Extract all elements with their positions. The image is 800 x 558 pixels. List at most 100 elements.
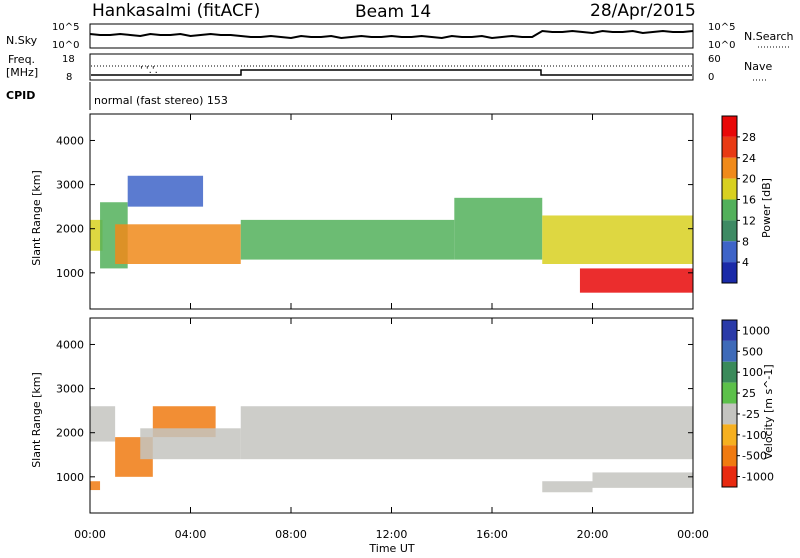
nsky-label: N.Sky [6, 34, 38, 47]
velocity-region-1 [90, 481, 101, 491]
velocity-colorbar-cell-3 [722, 382, 737, 404]
nave-bottom-tick: 0 [708, 72, 714, 83]
velocity-colorbar-cell-5 [722, 424, 737, 446]
velocity-colorbar-label-6: -500 [742, 450, 767, 463]
x-tick-label-4: 16:00 [476, 528, 508, 541]
velocity-data-regions [90, 406, 693, 493]
power-region-4 [240, 219, 455, 260]
velocity-colorbar-label-1: 500 [742, 345, 763, 358]
power-colorbar-cell-0 [722, 116, 737, 137]
power-region-7 [579, 268, 693, 293]
velocity-colorbar-label-2: 100 [742, 366, 763, 379]
velocity-colorbar-label-5: -100 [742, 429, 767, 442]
freq-panel: Freq. [MHz] 18 8 60 0 Nave ' '.'. [6, 53, 772, 83]
nsearch-label: N.Search [744, 30, 794, 43]
velocity-region-0 [90, 406, 116, 442]
power-region-5 [454, 197, 543, 260]
nsky-bottom-tick: 10^0 [52, 40, 79, 51]
power-colorbar-cell-4 [722, 199, 737, 221]
x-tick-label-1: 04:00 [175, 528, 207, 541]
power-data-regions [90, 175, 693, 293]
velocity-colorbar-cell-4 [722, 403, 737, 425]
velocity-colorbar-cell-7 [722, 466, 737, 487]
power-region-2 [115, 224, 241, 264]
power-ytick-label-3: 4000 [56, 134, 84, 147]
nsearch-bottom-tick: 10^0 [708, 40, 735, 51]
velocity-region-5 [240, 406, 693, 460]
velocity-ylabel: Slant Range [km] [30, 372, 43, 468]
power-colorbar-label-6: 28 [742, 131, 756, 144]
freq-series-line [91, 69, 692, 76]
date-label: 28/Apr/2015 [590, 1, 696, 21]
power-colorbar-label-3: 16 [742, 194, 756, 207]
power-colorbar-label: Power [dB] [760, 178, 773, 238]
cpid-label: CPID [6, 89, 35, 102]
velocity-colorbar-label-4: -25 [742, 408, 760, 421]
power-colorbar-label-0: 4 [742, 256, 749, 269]
station-title: Hankasalmi (fitACF) [92, 1, 260, 21]
freq-frame [89, 53, 694, 81]
x-tick-label-0: 00:00 [74, 528, 106, 541]
velocity-colorbar-label: Velocity [m s^-1] [762, 364, 775, 459]
nave-top-tick: 60 [708, 54, 721, 65]
velocity-ytick-label-0: 1000 [56, 471, 84, 484]
x-axis-label: Time UT [368, 542, 414, 554]
velocity-colorbar-cell-1 [722, 340, 737, 362]
freq-label-line1: Freq. [8, 53, 35, 66]
power-region-6 [542, 215, 693, 264]
power-colorbar-cell-1 [722, 136, 737, 158]
velocity-region-6 [592, 472, 693, 488]
power-colorbar-cell-6 [722, 241, 737, 263]
power-panel: 1000 2000 3000 4000 Slant Range [km] 4 8 12 16… [30, 113, 773, 310]
nave-label: Nave [744, 60, 772, 73]
cpid-text: normal (fast stereo) 153 [94, 94, 228, 107]
power-ytick-label-2: 3000 [56, 179, 84, 192]
power-y-ticks: 1000 2000 3000 4000 [56, 134, 693, 280]
nsky-frame [89, 23, 694, 49]
power-ytick-label-0: 1000 [56, 267, 84, 280]
velocity-colorbar-cell-6 [722, 445, 737, 467]
velocity-ytick-label-1: 2000 [56, 427, 84, 440]
power-colorbar-cell-2 [722, 157, 737, 179]
freq-bottom-tick: 8 [66, 72, 72, 83]
nsearch-top-tick: 10^5 [708, 22, 735, 33]
velocity-region-4 [140, 428, 241, 460]
velocity-y-ticks: 1000 2000 3000 4000 [56, 338, 693, 484]
velocity-region-7 [542, 481, 593, 493]
power-colorbar-label-2: 12 [742, 214, 756, 227]
velocity-colorbar-label-3: 25 [742, 387, 756, 400]
velocity-panel: 1000 2000 3000 4000 Slant Range [km] 1000 50… [30, 317, 775, 514]
velocity-colorbar-cell-0 [722, 320, 737, 341]
power-colorbar-label-5: 24 [742, 152, 756, 165]
power-ylabel: Slant Range [km] [30, 170, 43, 266]
velocity-colorbar-label-0: 1000 [742, 324, 770, 337]
velocity-colorbar: 1000 500 100 25 -25 -100 -500 -1000 [721, 319, 774, 488]
velocity-colorbar-frame [721, 319, 738, 488]
freq-label-line2: [MHz] [6, 66, 38, 79]
x-tick-label-2: 08:00 [275, 528, 307, 541]
power-region-0 [90, 219, 103, 251]
power-colorbar-cell-3 [722, 178, 737, 200]
freq-top-tick: 18 [62, 54, 75, 65]
x-tick-label-3: 12:00 [376, 528, 408, 541]
nsky-top-tick: 10^5 [52, 22, 79, 33]
power-region-3 [127, 175, 204, 207]
beam-label: Beam 14 [355, 2, 431, 22]
x-tick-label-6: 00:00 [677, 528, 709, 541]
nsky-panel: N.Sky 10^5 10^0 10^5 10^0 N.Search [6, 22, 794, 51]
velocity-ytick-label-3: 4000 [56, 338, 84, 351]
freq-scatter-marks: ' '.'. [140, 65, 158, 76]
power-colorbar: 4 8 12 16 20 24 28 [721, 115, 756, 284]
power-colorbar-label-1: 8 [742, 235, 749, 248]
power-ytick-label-1: 2000 [56, 223, 84, 236]
nsky-series-line [89, 29, 694, 40]
x-tick-label-5: 20:00 [577, 528, 609, 541]
x-axis-ticks: 00:00 04:00 08:00 12:00 16:00 20:00 00:00 [74, 114, 709, 541]
velocity-ytick-label-2: 3000 [56, 383, 84, 396]
power-colorbar-cell-5 [722, 220, 737, 242]
velocity-colorbar-cell-2 [722, 361, 737, 383]
velocity-colorbar-label-7: -1000 [742, 471, 774, 484]
power-colorbar-label-4: 20 [742, 173, 756, 186]
power-colorbar-cell-7 [722, 262, 737, 283]
